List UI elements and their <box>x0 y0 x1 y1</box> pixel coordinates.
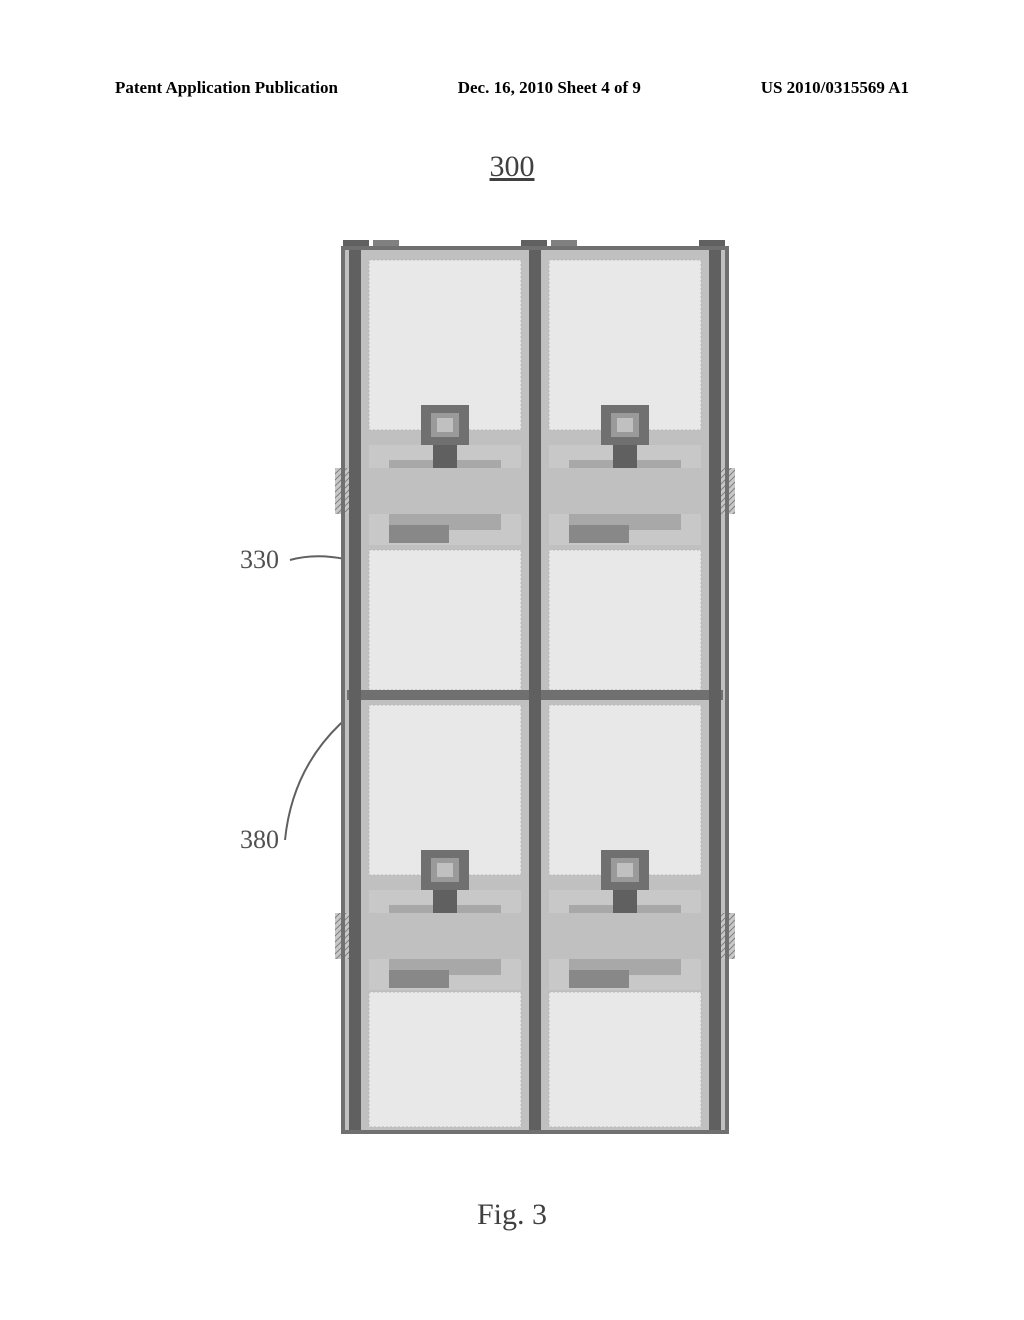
ref-label-330: 330 <box>240 545 279 575</box>
panel-diagram <box>335 240 735 1140</box>
header-center: Dec. 16, 2010 Sheet 4 of 9 <box>458 78 641 98</box>
figure-number: 300 <box>490 150 535 184</box>
figure-caption: Fig. 3 <box>477 1198 547 1232</box>
ref-label-380: 380 <box>240 825 279 855</box>
header-left: Patent Application Publication <box>115 78 338 98</box>
page-header: Patent Application Publication Dec. 16, … <box>0 78 1024 98</box>
header-right: US 2010/0315569 A1 <box>761 78 909 98</box>
